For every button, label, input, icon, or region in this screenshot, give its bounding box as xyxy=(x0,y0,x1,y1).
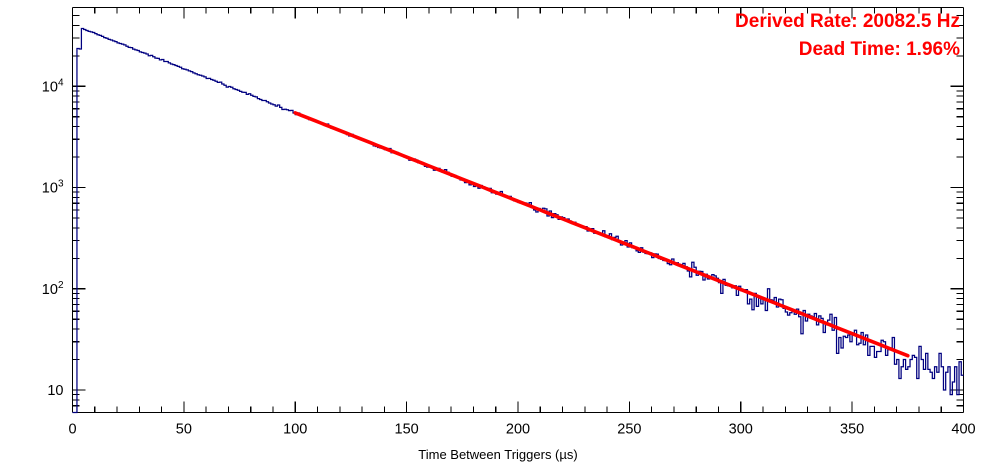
fit-line-trace xyxy=(293,111,910,358)
axis-layer xyxy=(71,6,965,414)
x-tick-label: 300 xyxy=(729,422,753,438)
y-tick-label: 103 xyxy=(42,179,64,197)
x-tick-label: 200 xyxy=(506,422,530,438)
tick-label-layer: 0 50 100 150 200 250 300 350 400 10 102 103 104 xyxy=(42,77,976,437)
x-tick-label: 350 xyxy=(840,422,864,438)
x-axis-title: Time Between Triggers (µs) xyxy=(418,447,578,462)
y-tick-label: 10 xyxy=(47,383,63,399)
x-tick-label: 50 xyxy=(176,422,192,438)
x-tick-label: 0 xyxy=(68,422,76,438)
x-tick-label: 400 xyxy=(951,422,975,438)
x-tick-label: 100 xyxy=(283,422,307,438)
y-tick-label: 102 xyxy=(42,280,64,298)
x-tick-label: 150 xyxy=(395,422,419,438)
y-tick-label: 104 xyxy=(42,77,64,95)
x-tick-label: 250 xyxy=(617,422,641,438)
